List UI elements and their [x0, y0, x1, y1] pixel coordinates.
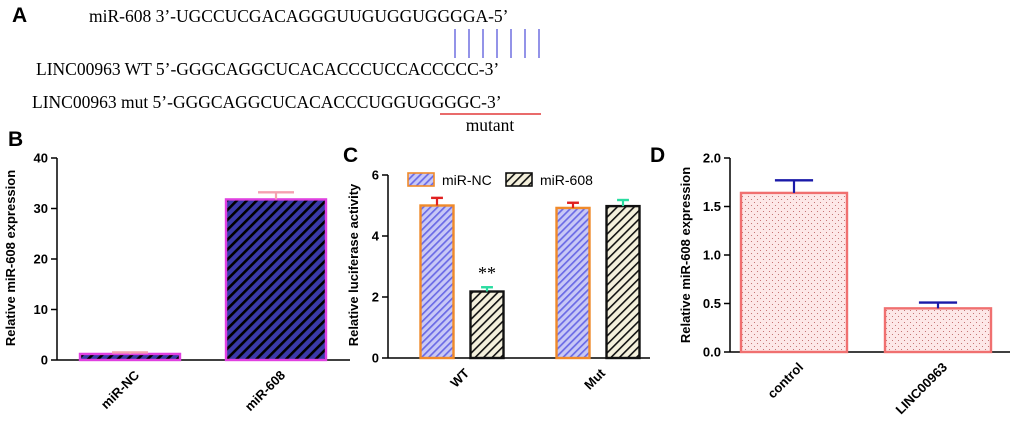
panel-b-mir-608-bar	[224, 198, 328, 362]
panel-d-category-label: LINC00963	[893, 360, 951, 418]
panel-c-mut-mir-608-bar	[605, 204, 641, 360]
panel-b: B Relative miR-608 expression 0 10 20 30 40 m…	[3, 128, 350, 414]
panel-c-y-tick-label: 4	[372, 229, 380, 244]
linc00963-mut-sequence: LINC00963 mut 5’-GGGCAGGCUCACACCCUGGUGGG…	[32, 92, 502, 112]
panel-d-category-label: control	[764, 360, 806, 402]
panel-b-y-tick-label: 10	[34, 302, 48, 317]
panel-d-y-tick-label: 0.5	[703, 296, 721, 311]
panel-b-y-axis-title: Relative miR-608 expression	[3, 170, 18, 346]
mir-608-sequence: miR-608 3’-UGCCUCGACAGGGUUGUGGUGGGGA-5’	[89, 6, 509, 26]
panel-letter-d: D	[650, 144, 665, 167]
panel-b-category-label: miR-NC	[98, 367, 143, 412]
panel-d-control-bar	[739, 191, 849, 354]
panel-d-y-tick-label: 0.0	[703, 345, 721, 360]
panel-c: C Relative luciferase activity 0 2 4 6 ** WT M…	[343, 144, 650, 392]
panel-b-y-tick-label: 40	[34, 151, 48, 166]
linc00963-wt-sequence: LINC00963 WT 5’-GGGCAGGCUCACACCCUCCACCCC…	[36, 59, 499, 79]
panel-d-chart: 0.0 0.5 1.0 1.5 2.0 control LINC00963	[703, 151, 1010, 418]
panel-d-y-axis-title: Relative miR-608 expression	[678, 167, 693, 343]
panel-c-mut-mir-nc-bar	[555, 206, 591, 360]
panel-b-category-label: miR-608	[242, 368, 288, 414]
panel-b-mir-nc-bar	[78, 352, 182, 362]
panel-c-category-label: WT	[447, 365, 472, 390]
panel-b-y-tick-label: 0	[41, 353, 48, 368]
panel-c-y-tick-label: 6	[372, 168, 379, 183]
panel-b-y-tick-label: 20	[34, 252, 48, 267]
legend-label-mir-608: miR-608	[540, 172, 593, 188]
panel-b-chart: 0 10 20 30 40 miR-NC miR-608	[34, 151, 350, 414]
panel-c-chart: 0 2 4 6 ** WT Mut	[372, 168, 650, 392]
panel-c-wt-mir-608-bar	[469, 290, 505, 360]
panel-d-y-tick-label: 1.0	[703, 248, 721, 263]
legend-label-mir-nc: miR-NC	[442, 172, 492, 188]
panel-c-y-tick-label: 2	[372, 290, 379, 305]
panel-letter-a: A	[12, 4, 27, 27]
panel-b-y-tick-label: 30	[34, 201, 48, 216]
panel-d-linc00963-bar	[883, 307, 993, 354]
panel-letter-c: C	[343, 144, 358, 167]
legend-swatch-mir-nc	[407, 172, 435, 187]
panel-d: D Relative miR-608 expression 0.0 0.5 1.0 1…	[650, 144, 1010, 417]
panel-c-wt-mir-nc-bar	[419, 204, 455, 360]
significance-annotation: **	[478, 263, 496, 283]
panel-c-category-label: Mut	[581, 365, 608, 392]
panel-letter-b: B	[8, 128, 23, 151]
panel-c-legend: miR-NC miR-608	[407, 172, 593, 188]
legend-swatch-mir-608	[505, 172, 533, 187]
base-pairing-lines	[454, 29, 540, 58]
mutant-label: mutant	[466, 115, 515, 135]
panel-a: A miR-608 3’-UGCCUCGACAGGGUUGUGGUGGGGA-5…	[12, 4, 541, 135]
panel-d-y-tick-label: 1.5	[703, 199, 721, 214]
panel-d-y-tick-label: 2.0	[703, 151, 721, 166]
panel-c-y-tick-label: 0	[372, 351, 379, 366]
panel-c-y-axis-title: Relative luciferase activity	[346, 183, 361, 346]
